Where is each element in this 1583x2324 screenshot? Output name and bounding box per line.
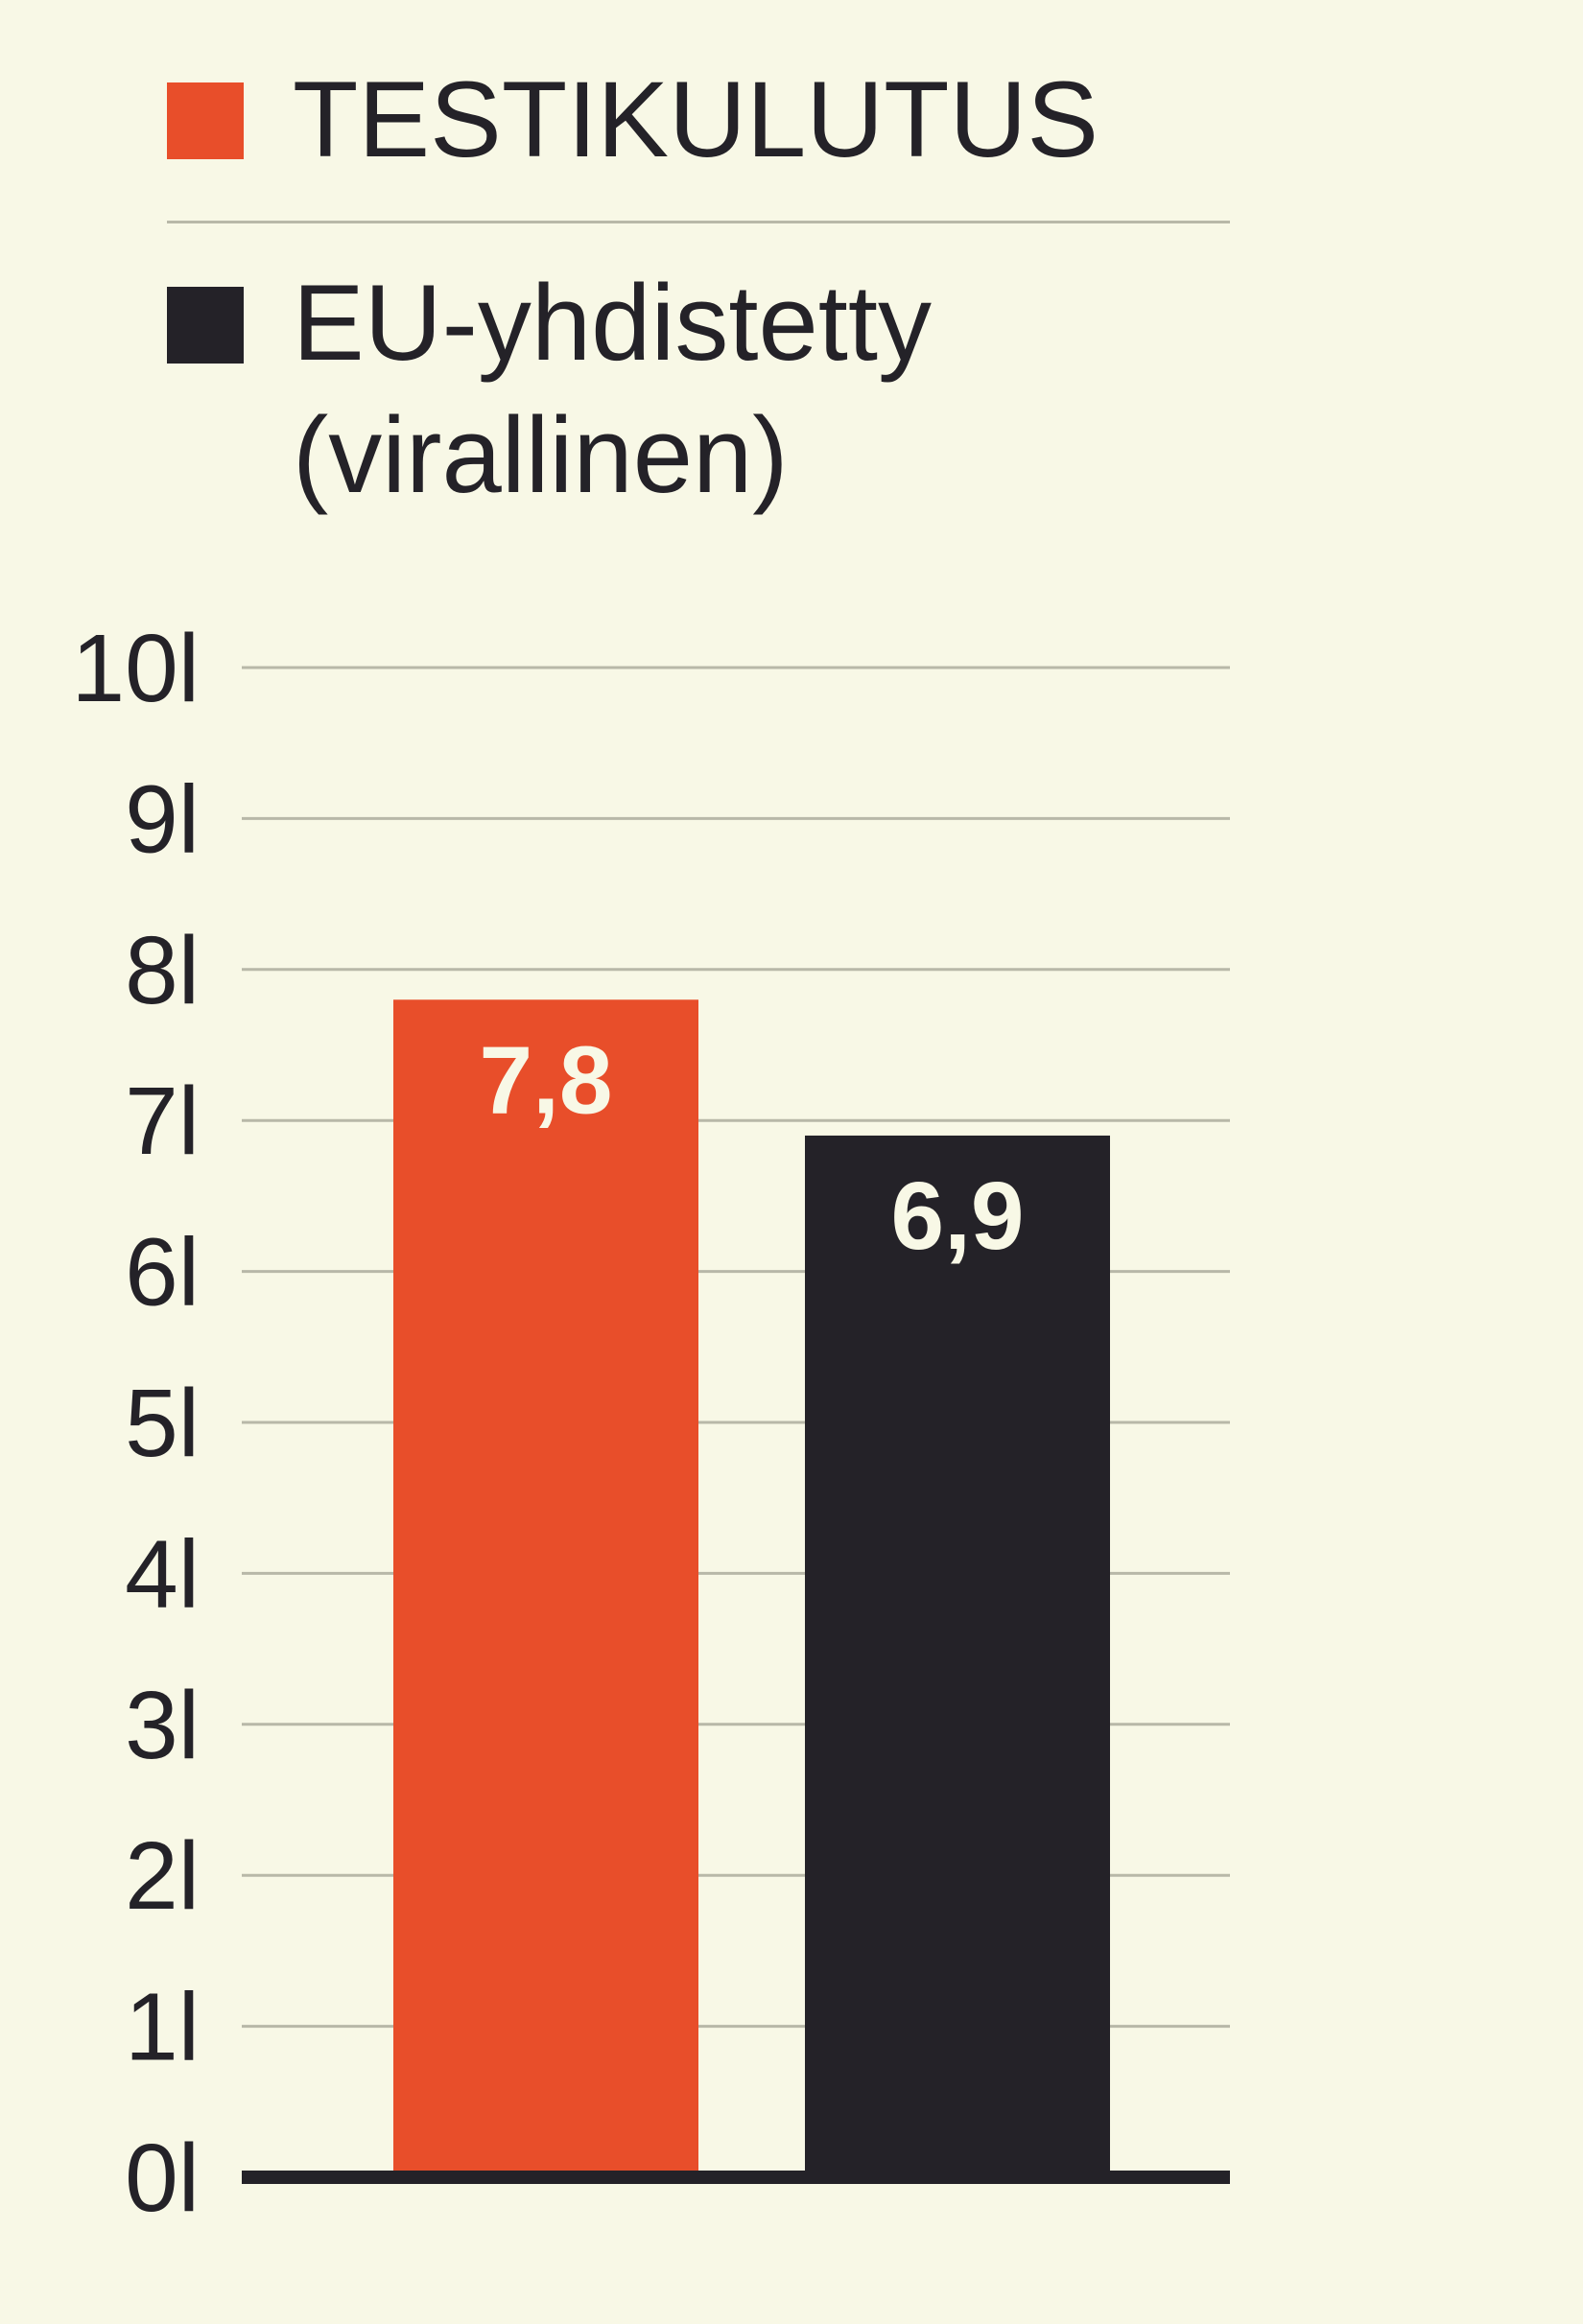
legend-swatch-eu-yhdistetty <box>167 287 244 364</box>
y-tick-label: 2l <box>125 1822 200 1930</box>
data-label-eu-yhdistetty: 6,9 <box>890 1162 1024 1270</box>
y-tick-label: 1l <box>125 1974 200 2081</box>
y-tick-label: 10l <box>72 615 200 722</box>
legend-swatch-testikulutus <box>167 82 244 159</box>
bar-eu-yhdistetty <box>805 1135 1110 2177</box>
y-tick-label: 5l <box>125 1370 200 1477</box>
y-tick-label: 8l <box>125 917 200 1024</box>
data-label-testikulutus: 7,8 <box>479 1026 612 1134</box>
legend-label-testikulutus: TESTIKULUTUS <box>293 59 1099 179</box>
legend: TESTIKULUTUS EU-yhdistetty (virallinen) <box>0 0 1583 537</box>
legend-label-eu-yhdistetty-line2: (virallinen) <box>293 395 789 515</box>
y-tick-label: 0l <box>125 2124 200 2232</box>
y-tick-label: 4l <box>125 1520 200 1628</box>
y-axis-tick-labels: 0l 1l 2l 3l 4l 5l 6l 7l 8l 9l 10l <box>72 615 200 2232</box>
y-tick-label: 6l <box>125 1219 200 1326</box>
y-tick-label: 3l <box>125 1672 200 1779</box>
data-labels: 7,8 6,9 <box>479 1026 1024 1270</box>
y-tick-label: 9l <box>125 765 200 873</box>
bar-testikulutus <box>393 999 698 2177</box>
legend-divider <box>167 221 1230 223</box>
legend-label-eu-yhdistetty-line1: EU-yhdistetty <box>293 263 932 383</box>
bars <box>393 999 1110 2177</box>
y-tick-label: 7l <box>125 1068 200 1175</box>
